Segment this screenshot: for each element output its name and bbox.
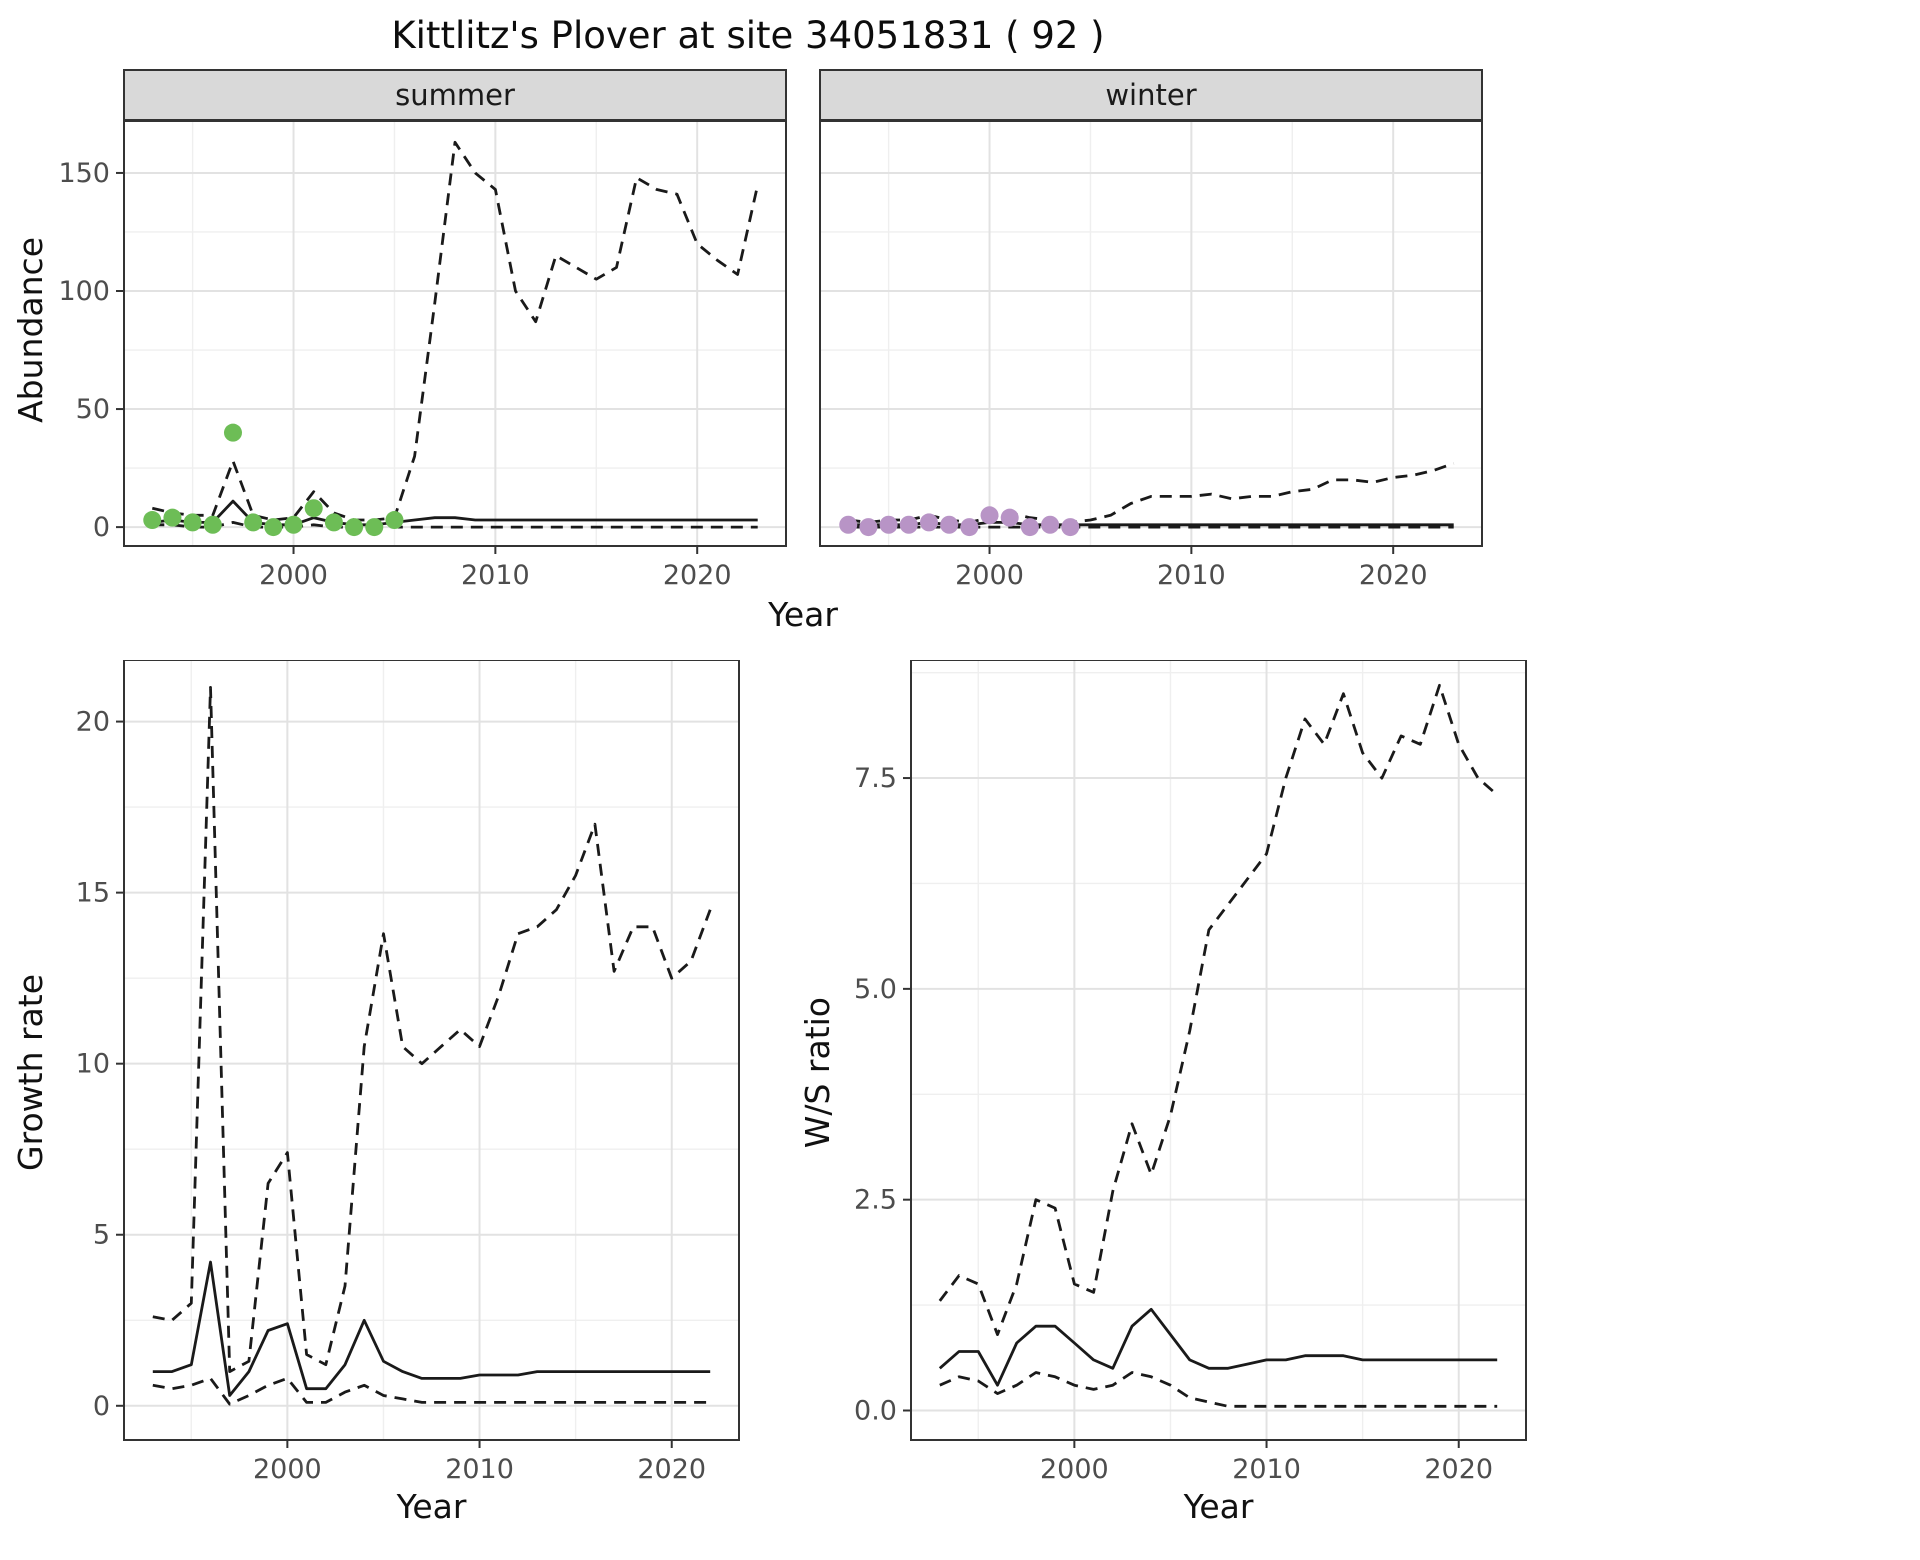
x-tick-label: 2010 [445,1454,514,1485]
panel-background [911,660,1526,1440]
facet-strip-label: summer [395,78,515,112]
observed-point [345,518,364,537]
growth-rate-panel: 2000 2010 2020 0 5 10 15 20 [76,660,740,1485]
abundance-figure: Abundance summer 2000 2010 2020 0 50 100 150 wi… [8,69,1553,591]
y-tick-label: 7.5 [854,763,897,794]
x-tick-label: 2010 [1157,560,1226,591]
y-tick-label: 0.0 [854,1395,897,1426]
observed-point [324,513,343,532]
series-observed [839,506,1080,537]
observed-point [264,518,283,537]
series-median [152,1260,711,1397]
panel-background [820,121,1482,546]
panel-border [123,660,740,1441]
observed-point [244,513,263,532]
gridlines [124,660,739,1440]
ws-y-axis-label: W/S ratio [797,996,837,1149]
abundance-y-axis: Abundance [8,69,52,591]
ws-x-axis-label: Year [1183,1487,1254,1526]
facet-strip [123,69,787,121]
observed-point [1000,508,1019,527]
y-tick-label: 0 [93,1391,110,1422]
observed-point [385,511,404,530]
observed-point [960,518,979,537]
x-tick-label: 2000 [1040,1454,1109,1485]
facet-strip [819,69,1483,121]
series-lower-ci [152,1377,711,1406]
ws-y-axis: W/S ratio [795,660,839,1485]
observed-point [1041,515,1060,534]
x-tick-label: 2000 [259,560,328,591]
figure-content: Kittlitz's Plover at site 34051831 ( 92 … [8,14,1553,1526]
observed-point [919,513,938,532]
facet-strip-label: winter [1105,78,1196,112]
y-tick-label: 50 [76,394,110,425]
summer-abundance-panel: summer 2000 2010 2020 0 50 100 150 [58,69,787,591]
abundance-panels: summer 2000 2010 2020 0 50 100 150 winter 2000 20… [52,69,1490,591]
x-tick-label: 2020 [1424,1454,1493,1485]
winter-abundance-panel: winter 2000 2010 2020 [819,69,1483,591]
panel-background [124,121,786,546]
observed-point [304,499,323,518]
observed-point [980,506,999,525]
observed-point [365,518,384,537]
abundance-y-axis-label: Abundance [10,237,50,423]
y-tick-label: 100 [58,276,110,307]
observed-point [1061,518,1080,537]
x-tick-label: 2000 [955,560,1024,591]
panel-background [124,660,739,1440]
x-tick-label: 2020 [663,560,732,591]
observed-point [940,515,959,534]
panel-border [910,660,1527,1441]
observed-point [879,515,898,534]
observed-point [1020,518,1039,537]
observed-point [183,513,202,532]
growth-x-axis-label: Year [396,1487,467,1526]
y-tick-label: 2.5 [854,1185,897,1216]
growth-y-axis: Growth rate [8,660,52,1485]
y-tick-label: 5.0 [854,974,897,1005]
series-upper-ci [151,140,760,522]
y-tick-label: 0 [93,512,110,543]
growth-rate-figure: Growth rate 2000 2010 2020 0 5 10 15 20 Year [8,660,749,1526]
observed-point [899,515,918,534]
observed-point [163,508,182,527]
series-median [938,1307,1498,1387]
y-tick-label: 15 [76,878,110,909]
ws-ratio-panel: 2000 2010 2020 0.0 2.5 5.0 7.5 [854,660,1527,1485]
chart-title: Kittlitz's Plover at site 34051831 ( 92 … [391,14,1105,57]
x-tick-label: 2010 [461,560,530,591]
series-upper-ci [938,683,1499,1336]
observed-point [203,515,222,534]
observed-point [839,515,858,534]
x-tick-label: 2020 [1359,560,1428,591]
observed-point [143,511,162,530]
ws-ratio-figure: W/S ratio 2000 2010 2020 0.0 2.5 5.0 7.5 Year [795,660,1536,1526]
abundance-x-axis-label: Year [768,595,838,634]
x-tick-label: 2000 [253,1454,322,1485]
y-tick-label: 150 [58,158,110,189]
x-tick-label: 2010 [1232,1454,1301,1485]
observed-point [284,515,303,534]
observed-point [859,518,878,537]
y-tick-label: 20 [76,707,110,738]
y-tick-label: 5 [93,1220,110,1251]
bottom-figures: Growth rate 2000 2010 2020 0 5 10 15 20 Year W/… [8,660,1553,1526]
growth-y-axis-label: Growth rate [10,974,50,1171]
series-upper-ci [152,685,712,1373]
gridlines [911,660,1526,1440]
series-observed [143,423,404,537]
y-tick-label: 10 [76,1049,110,1080]
observed-point [223,423,242,442]
series-lower-ci [939,1371,1498,1408]
x-tick-label: 2020 [637,1454,706,1485]
